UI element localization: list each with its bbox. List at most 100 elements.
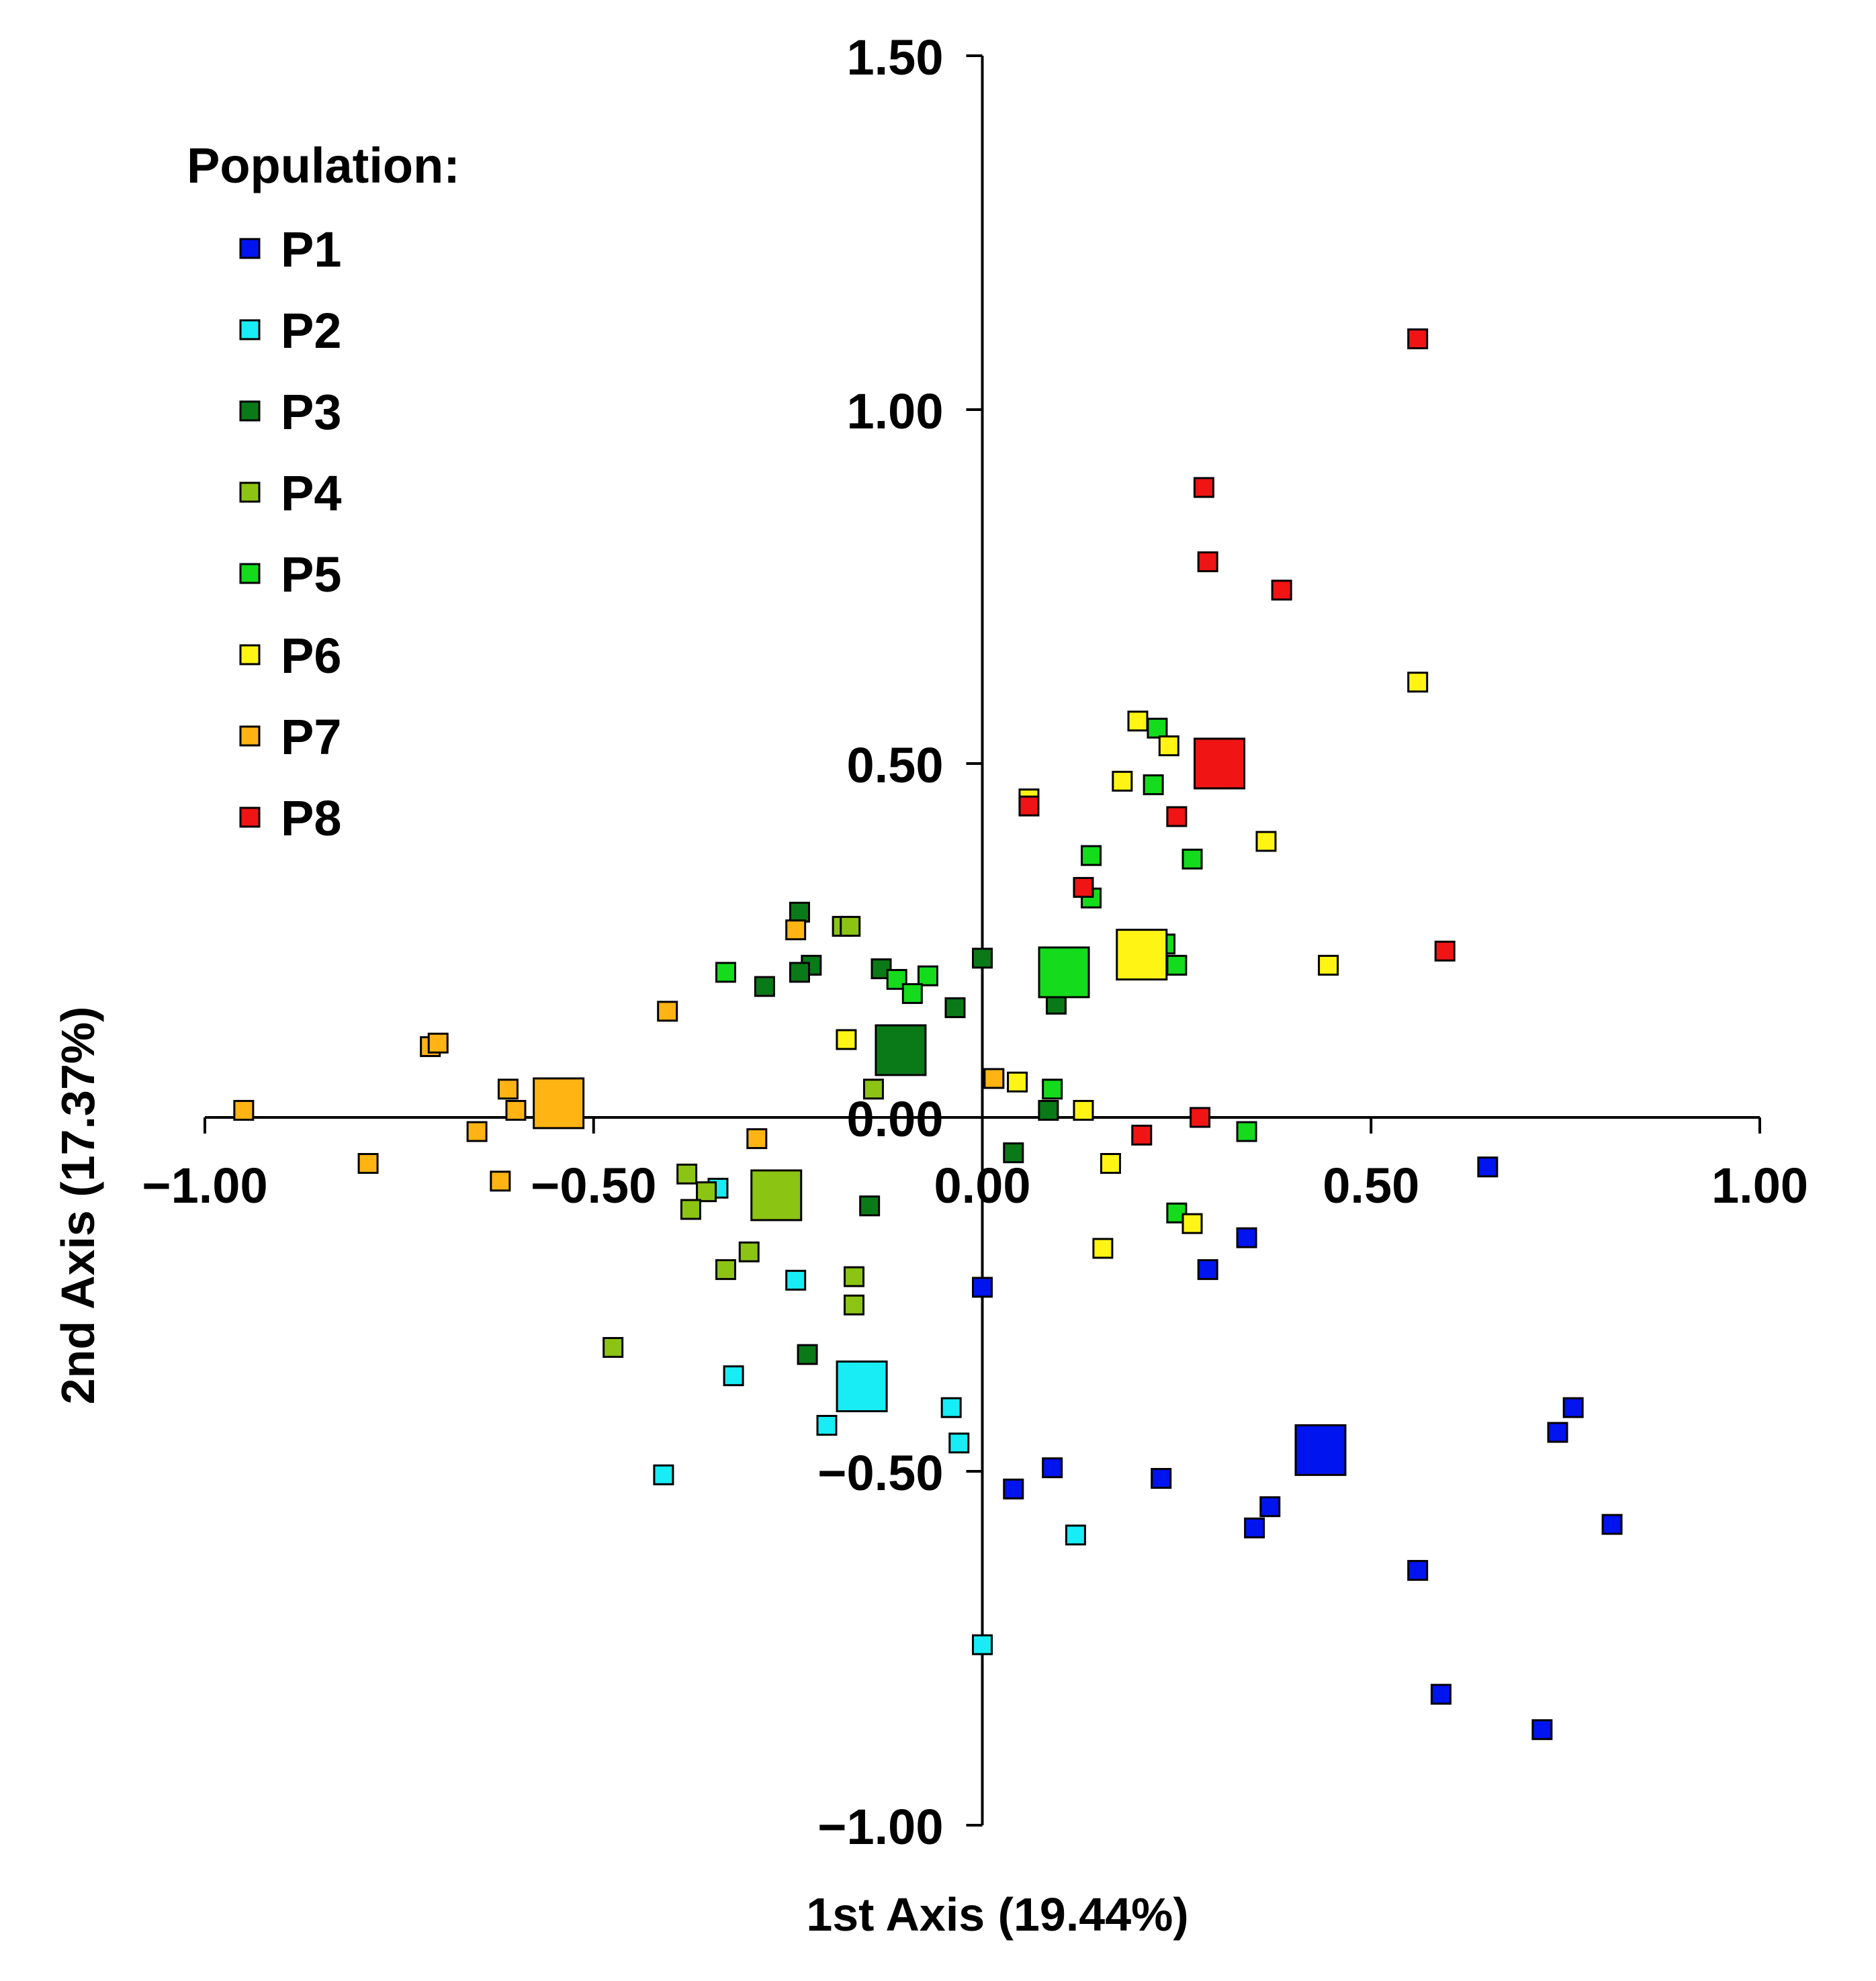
y-axis-title: 2nd Axis (17.37%): [52, 1007, 104, 1405]
centroid-p2: [836, 1361, 888, 1413]
data-point-p1: [1531, 1719, 1553, 1741]
legend-label-p4: P4: [281, 465, 342, 521]
y-axis-ticks: 1.50 1.00 0.50 0.00 −0.50 −1.00: [817, 30, 983, 1855]
data-point-p3: [944, 997, 966, 1019]
centroid-p4: [750, 1169, 803, 1222]
data-point-p7: [785, 919, 807, 941]
legend-swatch-p4: [239, 481, 261, 503]
x-axis-ticks: −1.00 −0.50 0.00 0.50 1.00: [142, 1117, 1808, 1213]
data-point-p8: [1073, 876, 1094, 898]
data-point-p6: [836, 1029, 857, 1050]
data-point-p6: [1112, 770, 1133, 792]
data-point-p7: [490, 1170, 511, 1192]
data-point-p2: [653, 1464, 674, 1485]
data-point-p5: [1166, 954, 1188, 976]
data-point-p5: [1236, 1121, 1257, 1142]
data-point-p8: [1197, 551, 1218, 573]
legend-swatch-p7: [239, 725, 261, 747]
legend-label-p1: P1: [281, 222, 342, 277]
legend-swatch-p1: [239, 238, 261, 259]
centroid-p8: [1194, 737, 1246, 790]
y-tick-label: 0.00: [846, 1091, 943, 1147]
data-point-p1: [1042, 1457, 1063, 1479]
data-point-p6: [1007, 1071, 1028, 1093]
data-point-p6: [1073, 1099, 1094, 1121]
data-point-p6: [1181, 1213, 1203, 1234]
data-point-p8: [1271, 580, 1292, 601]
legend-title: Population:: [187, 138, 460, 193]
data-point-p2: [785, 1269, 807, 1291]
data-point-p5: [715, 962, 737, 983]
centroid-p5: [1038, 946, 1090, 999]
data-point-p2: [816, 1414, 838, 1436]
data-point-p7: [657, 1001, 678, 1022]
data-point-p7: [505, 1099, 527, 1121]
data-point-p2: [972, 1634, 993, 1655]
data-point-p3: [1003, 1142, 1024, 1164]
data-point-p7: [746, 1128, 768, 1150]
data-point-p1: [1236, 1227, 1257, 1248]
legend-label-p7: P7: [281, 709, 342, 765]
data-point-p6: [1158, 735, 1179, 757]
data-point-p4: [840, 915, 861, 937]
centroids: [533, 737, 1347, 1476]
legend: Population: P1 P2 P3 P4 P5 P6 P7 P8: [187, 138, 460, 846]
legend-swatch-p2: [239, 319, 261, 340]
data-point-p8: [1166, 806, 1188, 827]
data-point-p6: [1092, 1238, 1114, 1259]
data-point-p6: [1318, 954, 1339, 976]
centroid-p6: [1116, 929, 1168, 981]
x-axis-title: 1st Axis (19.44%): [806, 1888, 1188, 1941]
data-point-p1: [1547, 1422, 1568, 1443]
data-point-p3: [859, 1195, 881, 1217]
data-point-p8: [1193, 477, 1214, 498]
centroid-p7: [533, 1077, 585, 1130]
data-point-p4: [738, 1241, 760, 1262]
data-point-p1: [1407, 1560, 1429, 1581]
data-point-p1: [1259, 1496, 1281, 1518]
data-point-p4: [696, 1181, 717, 1203]
data-point-p1: [1197, 1259, 1218, 1281]
legend-swatch-p6: [239, 644, 261, 665]
data-points: [233, 328, 1623, 1741]
data-point-p3: [972, 948, 993, 969]
data-point-p1: [1244, 1517, 1265, 1538]
x-tick-label: 0.00: [934, 1158, 1030, 1213]
data-point-p7: [983, 1068, 1005, 1089]
legend-label-p5: P5: [281, 547, 342, 602]
data-point-p6: [1255, 831, 1277, 852]
data-point-p4: [602, 1337, 624, 1358]
legend-label-p8: P8: [281, 790, 342, 846]
data-point-p5: [901, 983, 923, 1005]
data-point-p1: [972, 1277, 993, 1298]
data-point-p8: [1190, 1107, 1211, 1128]
data-point-p7: [427, 1032, 449, 1054]
data-point-p5: [1042, 1078, 1063, 1100]
data-point-p4: [676, 1163, 698, 1185]
data-point-p2: [1065, 1524, 1086, 1546]
data-point-p4: [844, 1294, 865, 1316]
data-point-p7: [357, 1153, 379, 1174]
data-point-p3: [754, 976, 775, 997]
legend-label-p6: P6: [281, 628, 342, 684]
data-point-p5: [1143, 774, 1164, 796]
data-point-p6: [1100, 1153, 1121, 1174]
data-point-p5: [917, 965, 938, 986]
data-point-p4: [844, 1266, 865, 1287]
data-point-p1: [1430, 1684, 1451, 1705]
y-tick-label: 0.50: [846, 737, 943, 793]
data-point-p5: [1147, 717, 1168, 739]
centroid-p1: [1294, 1424, 1347, 1476]
y-tick-label: −1.00: [817, 1799, 943, 1855]
data-point-p3: [789, 962, 810, 983]
data-point-p5: [1181, 848, 1203, 870]
data-point-p3: [1038, 1099, 1059, 1121]
x-tick-label: −1.00: [142, 1158, 267, 1213]
data-point-p1: [1003, 1478, 1024, 1500]
legend-swatch-p5: [239, 563, 261, 584]
legend-items: P1 P2 P3 P4 P5 P6 P7 P8: [239, 222, 342, 846]
data-point-p5: [1081, 845, 1102, 866]
x-tick-label: −0.50: [531, 1158, 656, 1213]
y-tick-label: 1.50: [846, 30, 943, 85]
data-point-p7: [466, 1121, 488, 1142]
